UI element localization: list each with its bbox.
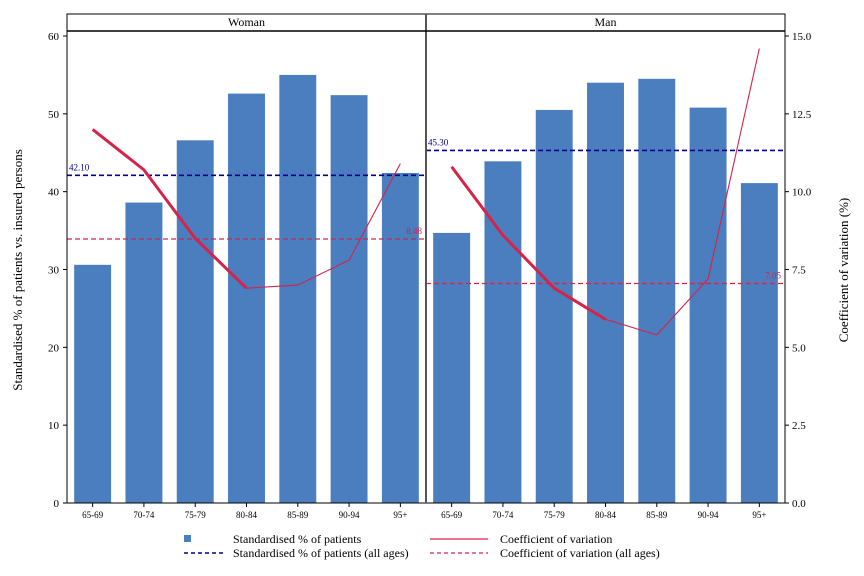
x-tick-label: 80-84 (595, 510, 616, 520)
legend-item: Coefficient of variation (all ages) (430, 546, 660, 560)
x-tick-label: 75-79 (544, 510, 565, 520)
bar (433, 232, 471, 503)
chart-panels: Woman 42.10 8.48 65-69 70-74 75-79 80-84 85-89 9… (66, 13, 786, 520)
bar (689, 107, 727, 504)
legend: Standardised % of patients Coefficient of… (184, 532, 660, 560)
bar (484, 161, 522, 504)
x-tick-label: 90-94 (698, 510, 719, 520)
bar (330, 95, 368, 504)
panel-title: Woman (228, 15, 265, 29)
patients-reference-label: 42.10 (69, 162, 90, 172)
y-tick-label-left: 30 (48, 265, 60, 277)
x-tick-label: 70-74 (492, 510, 513, 520)
x-tick-label: 80-84 (236, 510, 257, 520)
cv-reference-label: 8.48 (406, 226, 422, 236)
bar (638, 78, 676, 503)
x-tick-label: 95+ (393, 510, 407, 520)
cv-reference-label: 7.05 (765, 271, 781, 281)
bar (74, 264, 112, 503)
bar (176, 140, 214, 503)
bar (279, 74, 317, 504)
panel-woman: Woman 42.10 8.48 65-69 70-74 75-79 80-84 85-89 9… (66, 13, 427, 520)
bar (125, 202, 163, 503)
x-tick-label: 95+ (752, 510, 766, 520)
x-tick-label: 65-69 (441, 510, 462, 520)
x-tick-label: 65-69 (82, 510, 103, 520)
y-tick-label-left: 60 (48, 31, 60, 43)
legend-label: Coefficient of variation (all ages) (500, 546, 660, 560)
legend-item: Standardised % of patients (all ages) (184, 546, 409, 560)
panel-man: Man 45.30 7.05 65-69 70-74 75-79 80-84 85-89 90-… (425, 13, 786, 520)
cv-line (605, 48, 760, 336)
legend-item: Coefficient of variation (430, 532, 612, 546)
bar (381, 172, 419, 503)
panel-title: Man (595, 15, 617, 29)
legend-label: Standardised % of patients (233, 532, 362, 546)
bar (587, 82, 624, 503)
y-tick-label-right: 0.0 (792, 498, 806, 510)
y-axis-title-left: Standardised % of patients vs. insured p… (10, 149, 25, 391)
y-tick-label-right: 5.0 (792, 342, 806, 354)
chart-axes: 0 10 20 30 40 50 60 0.0 2.5 5.0 7.5 10.0 12.5 15.0 (48, 14, 812, 510)
y-tick-label-right: 10.0 (792, 187, 812, 199)
y-tick-label-right: 2.5 (792, 420, 806, 432)
y-tick-label-left: 20 (48, 342, 60, 354)
legend-item: Standardised % of patients (184, 532, 362, 546)
legend-label: Coefficient of variation (500, 532, 612, 546)
x-tick-label: 85-89 (287, 510, 308, 520)
legend-label: Standardised % of patients (all ages) (233, 546, 409, 560)
patients-reference-label: 45.30 (428, 137, 449, 147)
bar (228, 93, 265, 503)
x-tick-label: 70-74 (133, 510, 154, 520)
cv-line (450, 165, 607, 321)
x-tick-label: 85-89 (646, 510, 667, 520)
cv-line (246, 163, 401, 289)
y-tick-label-left: 0 (54, 498, 60, 510)
y-tick-label-left: 40 (48, 187, 60, 199)
y-axis-title-right: Coefficient of variation (%) (836, 198, 851, 343)
x-tick-label: 75-79 (185, 510, 206, 520)
y-tick-label-left: 50 (48, 109, 60, 121)
cv-line (91, 128, 248, 290)
bar (740, 183, 778, 504)
legend-swatch (184, 535, 191, 542)
y-tick-label-right: 7.5 (792, 265, 806, 277)
y-tick-label-right: 15.0 (792, 31, 812, 43)
x-tick-label: 90-94 (339, 510, 360, 520)
y-tick-label-right: 12.5 (792, 109, 812, 121)
y-tick-label-left: 10 (48, 420, 60, 432)
bar (535, 109, 573, 504)
